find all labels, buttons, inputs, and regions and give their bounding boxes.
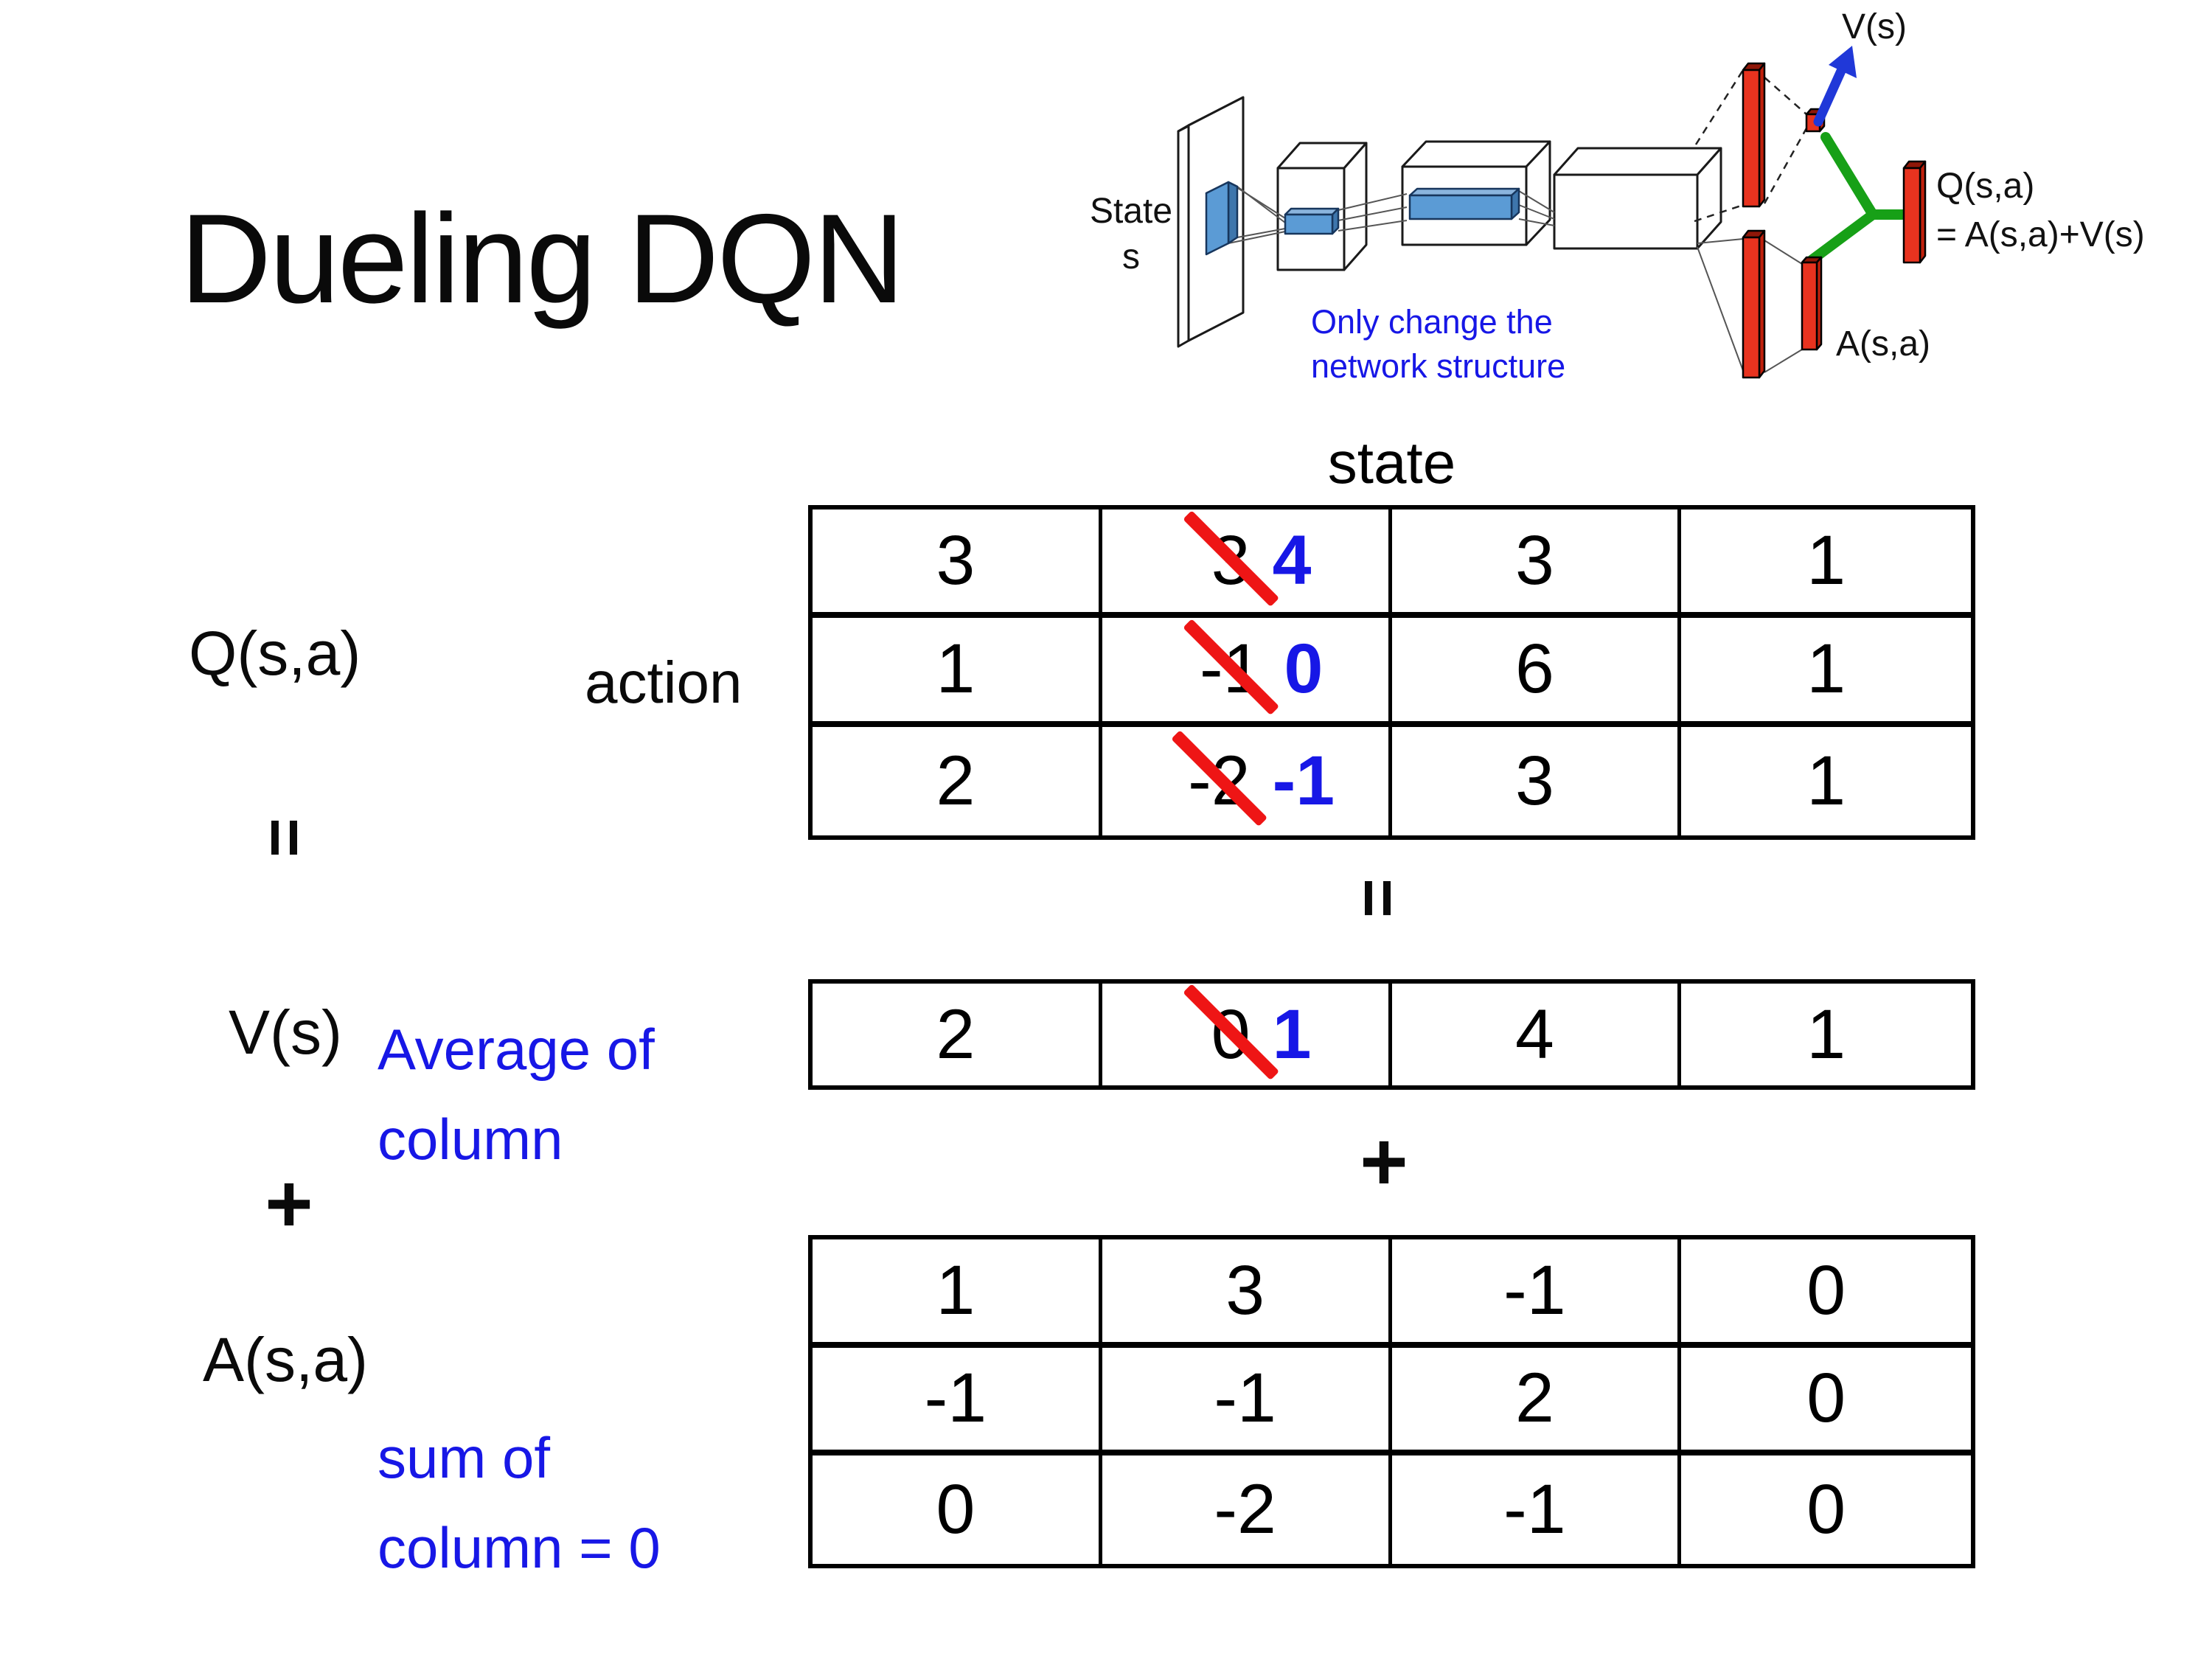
diagram-q-output-label: Q(s,a) [1936,167,2034,206]
a-cell-r1c2: 2 [1391,1347,1682,1456]
v-annotation-line1: Average of [378,1017,655,1082]
diagram-v-output-label: V(s) [1842,7,1907,46]
replacement-value: 4 [1272,521,1312,600]
v-table: 2 0 1 4 1 [808,979,1975,1090]
q-matrix-label: Q(s,a) [189,619,361,688]
merge-green-lines [1807,132,1907,265]
v-annotation-line2: column [378,1107,563,1172]
equals-sign-center: = [1340,878,1416,918]
q-cell-r2c1: -2 -1 [1102,726,1392,835]
a-annotation: sum of column = 0 [378,1413,661,1593]
feature-bar-2 [1408,187,1520,220]
state-axis-label: state [1327,430,1456,495]
struck-old-value: 0 [1211,995,1251,1074]
q-cell-r0c3: 1 [1681,509,1971,619]
a-cell-r2c0: 0 [813,1455,1102,1564]
q-cell-r1c1: -1 0 [1102,618,1392,727]
q-cell-r1c0: 1 [813,618,1102,727]
a-cell-r2c1: -2 [1102,1455,1392,1564]
v-annotation: Average of column [378,1004,655,1184]
q-cell-r2c0: 2 [813,726,1102,835]
conv-box-3 [1553,147,1722,250]
plus-sign-left: + [265,1157,313,1250]
q-cell-r1c3: 1 [1681,618,1971,727]
input-filter-blue-box [1205,181,1239,256]
q-cell-r0c2: 3 [1391,509,1682,619]
struck-old-value: -2 [1188,741,1251,820]
v-cell-c3: 1 [1806,995,1846,1074]
v-cell-c1: 0 1 [1102,984,1392,1085]
v-vector-label: V(s) [229,998,342,1067]
slide-title: Dueling DQN [180,188,905,330]
a-cell-r0c0: 1 [813,1239,1102,1348]
feature-bar-1 [1284,207,1340,235]
diagram-a-output-label: A(s,a) [1836,324,1930,364]
fc-bar-advantage-stream [1742,229,1766,379]
diagram-note-line1: Only change the [1311,303,1553,341]
conv-box-2 [1401,140,1551,246]
diagram-q-output-equation: = A(s,a)+V(s) [1936,215,2145,254]
a-cell-r2c3: 0 [1806,1470,1846,1549]
a-cell-r1c0: -1 [813,1347,1102,1456]
action-axis-label: action [585,650,742,715]
v-output-arrow [1813,46,1857,127]
v-cell-c0: 2 [813,984,1102,1085]
q-cell-r0c1: 3 4 [1102,509,1392,619]
plus-sign-center: + [1360,1115,1408,1208]
q-cell-r2c2: 3 [1392,726,1682,835]
q-cell-r0c0: 3 [813,509,1102,619]
network-diagram: State s Only change the network structur… [1090,7,2145,385]
a-cell-r0c1: 3 [1102,1239,1392,1348]
a-annotation-line1: sum of [378,1425,551,1490]
struck-old-value: 3 [1211,521,1251,600]
struck-old-value: -1 [1199,630,1262,709]
fc-connection-lines [1694,69,1808,375]
a-cell-r2c2: -1 [1392,1455,1682,1564]
diagram-state-label-line2: s [1122,237,1140,276]
q-cell-r2c3: 1 [1806,741,1846,820]
q-output-bar [1902,160,1927,264]
a-cell-r0c3: 0 [1681,1239,1971,1348]
diagram-state-label-line1: State [1090,192,1172,231]
a-cell-r0c2: -1 [1391,1239,1682,1348]
a-matrix-label: A(s,a) [203,1325,369,1394]
a-cell-r1c1: -1 [1102,1347,1392,1456]
advantage-vector-bar [1801,256,1823,351]
equals-sign-left: = [247,818,323,858]
a-annotation-line2: column = 0 [378,1515,661,1580]
replacement-value: 0 [1284,630,1324,709]
v-cell-c2: 4 [1392,984,1682,1085]
diagram-note-line2: network structure [1311,347,1565,385]
a-table: 1 3 -1 0 -1 -1 2 0 0 -2 -1 0 [808,1235,1975,1568]
replacement-value: 1 [1272,995,1312,1074]
q-cell-r1c2: 6 [1391,618,1682,727]
q-table: 3 3 4 3 1 1 -1 0 6 1 2 -2 -1 3 1 [808,505,1975,840]
a-cell-r1c3: 0 [1681,1348,1971,1456]
replacement-value: -1 [1272,741,1335,820]
fc-bar-value-stream [1742,62,1766,208]
